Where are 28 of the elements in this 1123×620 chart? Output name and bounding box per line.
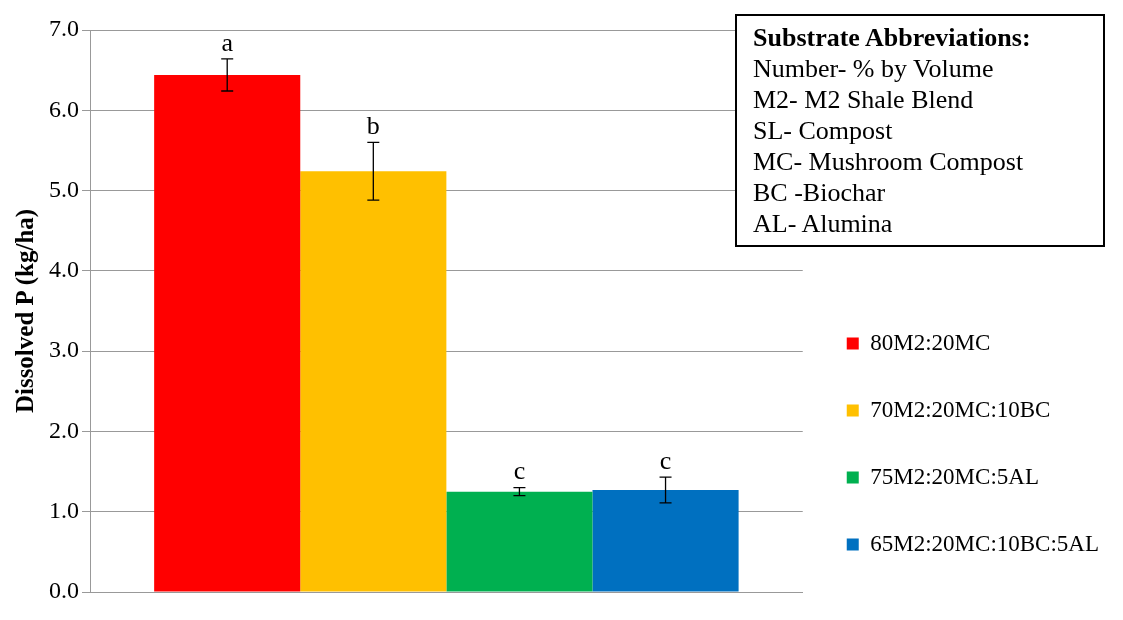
legend-label: 70M2:20MC:10BC bbox=[870, 396, 1051, 422]
annotation: BC -Biochar bbox=[753, 177, 887, 208]
bar bbox=[592, 490, 739, 592]
y-tick-label: 4.0 bbox=[49, 256, 79, 283]
annotation: AL- Alumina bbox=[753, 208, 894, 239]
annotation: c bbox=[659, 446, 672, 476]
annotation: MC- Mushroom Compost bbox=[753, 146, 1025, 177]
bar bbox=[154, 74, 301, 592]
annotation: b bbox=[366, 111, 380, 141]
legend-label: 65M2:20MC:10BC:5AL bbox=[870, 530, 1100, 556]
bar bbox=[300, 171, 447, 592]
annotation: Substrate Abbreviations: bbox=[753, 22, 1032, 53]
y-tick-label: 7.0 bbox=[49, 15, 79, 42]
y-tick-label: 1.0 bbox=[49, 497, 79, 524]
bar bbox=[446, 491, 593, 592]
annotation: SL- Compost bbox=[753, 115, 894, 146]
annotation: Number- % by Volume bbox=[753, 53, 995, 84]
annotation: c bbox=[513, 456, 526, 486]
y-tick-label: 0.0 bbox=[49, 577, 79, 604]
y-tick-label: 6.0 bbox=[49, 95, 79, 122]
legend-label: 75M2:20MC:5AL bbox=[870, 463, 1039, 489]
y-axis-title: Dissolved P (kg/ha) bbox=[11, 208, 40, 414]
legend-label: 80M2:20MC bbox=[870, 329, 991, 355]
y-tick-label: 5.0 bbox=[49, 175, 79, 202]
annotation: M2- M2 Shale Blend bbox=[753, 84, 975, 115]
annotation: a bbox=[221, 27, 234, 57]
y-tick-label: 3.0 bbox=[49, 336, 79, 363]
y-tick-label: 2.0 bbox=[49, 416, 79, 443]
